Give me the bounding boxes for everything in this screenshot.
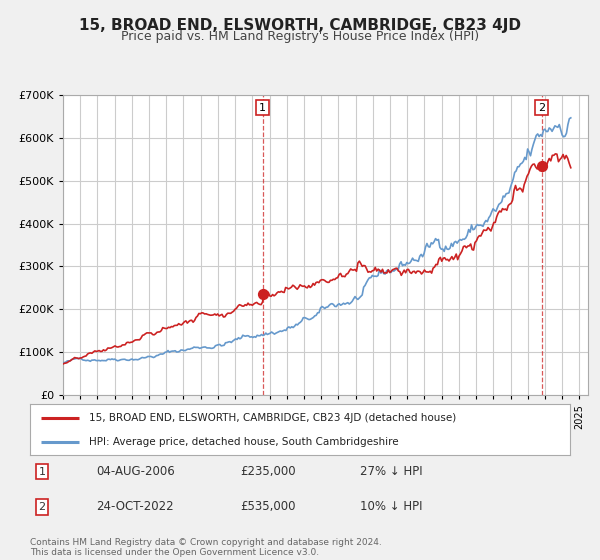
Text: Contains HM Land Registry data © Crown copyright and database right 2024.
This d: Contains HM Land Registry data © Crown c…: [30, 538, 382, 557]
Text: 27% ↓ HPI: 27% ↓ HPI: [360, 465, 422, 478]
Text: 15, BROAD END, ELSWORTH, CAMBRIDGE, CB23 4JD: 15, BROAD END, ELSWORTH, CAMBRIDGE, CB23…: [79, 18, 521, 33]
Text: 1: 1: [38, 466, 46, 477]
Text: 1: 1: [259, 102, 266, 113]
Point: [258, 290, 268, 298]
Text: 2: 2: [538, 102, 545, 113]
Text: 2: 2: [38, 502, 46, 512]
Text: 04-AUG-2006: 04-AUG-2006: [96, 465, 175, 478]
Text: Price paid vs. HM Land Registry's House Price Index (HPI): Price paid vs. HM Land Registry's House …: [121, 30, 479, 43]
Point: [537, 161, 547, 170]
Text: 10% ↓ HPI: 10% ↓ HPI: [360, 500, 422, 514]
Text: 15, BROAD END, ELSWORTH, CAMBRIDGE, CB23 4JD (detached house): 15, BROAD END, ELSWORTH, CAMBRIDGE, CB23…: [89, 413, 457, 423]
Text: £535,000: £535,000: [240, 500, 296, 514]
Text: HPI: Average price, detached house, South Cambridgeshire: HPI: Average price, detached house, Sout…: [89, 437, 399, 447]
Text: £235,000: £235,000: [240, 465, 296, 478]
Text: 24-OCT-2022: 24-OCT-2022: [96, 500, 173, 514]
